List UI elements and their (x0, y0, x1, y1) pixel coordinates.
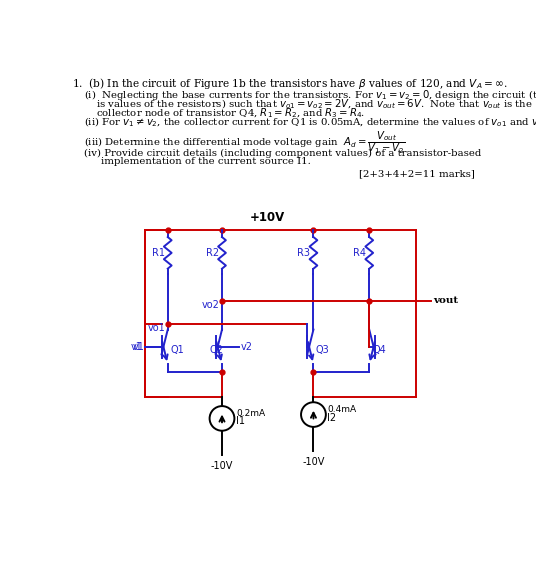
Text: 0.2mA: 0.2mA (236, 409, 265, 418)
Text: 1.  (b) In the circuit of Figure 1b the transistors have $\beta$ values of 120, : 1. (b) In the circuit of Figure 1b the t… (72, 76, 507, 90)
Text: [2+3+4+2=11 marks]: [2+3+4+2=11 marks] (359, 170, 475, 179)
Text: vo2: vo2 (202, 300, 220, 310)
Text: -10V: -10V (302, 457, 325, 467)
Text: 0.4mA: 0.4mA (327, 405, 356, 415)
Text: (i)  Neglecting the base currents for the transistors. For $v_1 = v_2 = 0$, desi: (i) Neglecting the base currents for the… (84, 88, 536, 102)
Text: implementation of the current source I1.: implementation of the current source I1. (101, 157, 311, 166)
Text: R1: R1 (152, 248, 165, 258)
Text: I2: I2 (327, 412, 337, 423)
Text: v2: v2 (241, 342, 252, 352)
Text: +10V: +10V (250, 211, 285, 224)
Text: (iv) Provide circuit details (including component values) of a transistor-based: (iv) Provide circuit details (including … (84, 149, 481, 158)
Text: Q2: Q2 (210, 345, 224, 355)
Text: R2: R2 (206, 248, 219, 258)
Text: -10V: -10V (211, 461, 233, 471)
Text: collector node of transistor Q4, $R_1 = R_2$, and $R_3 = R_4$.: collector node of transistor Q4, $R_1 = … (96, 107, 366, 120)
Text: is values of the resistors) such that $v_{o1} = v_{o2} = 2V$, and $v_{out} = 6V$: is values of the resistors) such that $v… (96, 97, 533, 111)
Text: R4: R4 (353, 248, 366, 258)
Text: Q3: Q3 (315, 345, 329, 355)
Text: (ii) For $v_1 \neq v_2$, the collector current for Q1 is 0.05mA, determine the v: (ii) For $v_1 \neq v_2$, the collector c… (84, 116, 536, 129)
Text: Q4: Q4 (373, 345, 386, 355)
Text: Q1: Q1 (170, 345, 184, 355)
Text: vo1: vo1 (148, 323, 166, 333)
Text: v1: v1 (131, 342, 143, 352)
Text: R3: R3 (297, 248, 310, 258)
Text: I1: I1 (236, 416, 245, 426)
Text: (iii) Determine the differential mode voltage gain  $A_d = \dfrac{V_{out}}{V_1 -: (iii) Determine the differential mode vo… (84, 129, 406, 155)
Text: vout: vout (433, 296, 458, 305)
Text: v1: v1 (132, 342, 145, 352)
